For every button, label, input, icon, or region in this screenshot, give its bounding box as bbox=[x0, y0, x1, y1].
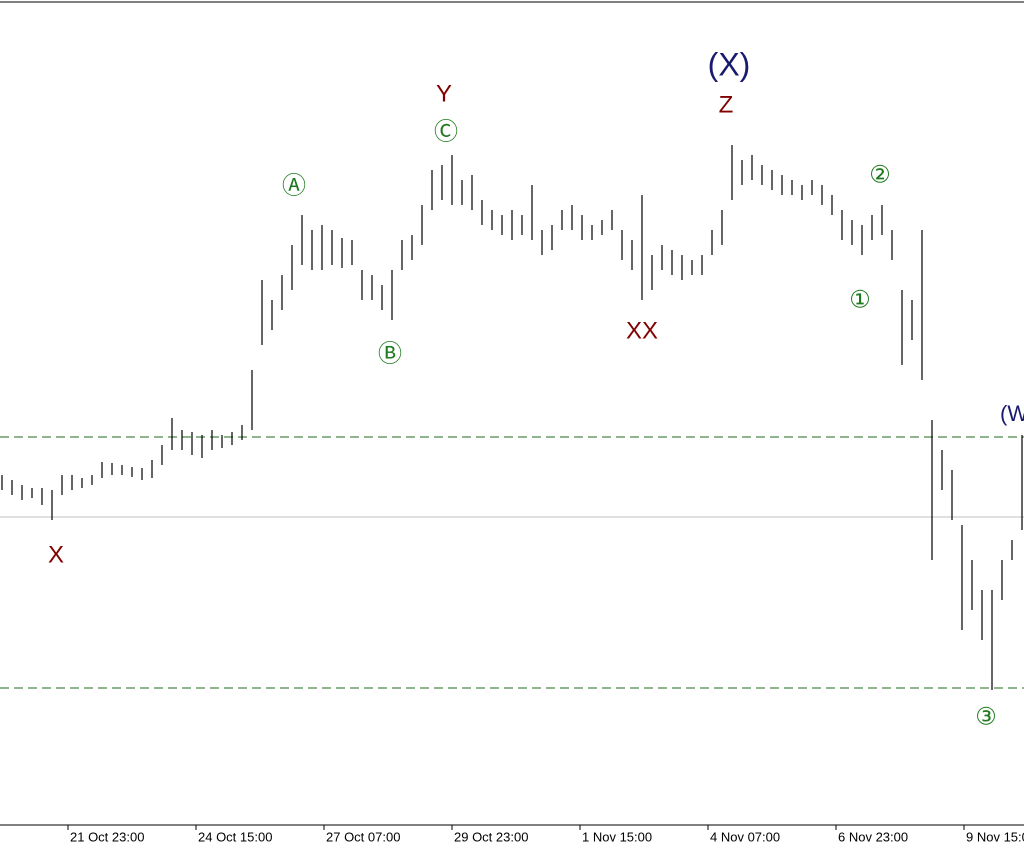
wave-label: (W bbox=[1000, 401, 1024, 426]
wave-label: Ⓑ bbox=[378, 340, 402, 367]
x-tick-label: 27 Oct 07:00 bbox=[326, 829, 400, 844]
wave-label: (X) bbox=[708, 46, 751, 82]
x-tick-label: 1 Nov 15:00 bbox=[582, 829, 652, 844]
wave-label: ① bbox=[849, 286, 871, 313]
x-tick-label: 29 Oct 23:00 bbox=[454, 829, 528, 844]
wave-label: Z bbox=[719, 91, 734, 118]
wave-label: Ⓐ bbox=[282, 172, 306, 199]
wave-label: Ⓒ bbox=[434, 118, 458, 145]
wave-label: ③ bbox=[975, 703, 997, 730]
wave-label: Y bbox=[436, 80, 452, 107]
wave-label: XX bbox=[626, 317, 658, 344]
x-tick-label: 21 Oct 23:00 bbox=[70, 829, 144, 844]
wave-label: ② bbox=[869, 161, 891, 188]
x-tick-label: 4 Nov 07:00 bbox=[710, 829, 780, 844]
x-tick-label: 9 Nov 15:00 bbox=[966, 829, 1024, 844]
x-tick-label: 24 Oct 15:00 bbox=[198, 829, 272, 844]
x-tick-label: 6 Nov 23:00 bbox=[838, 829, 908, 844]
wave-label: X bbox=[48, 541, 64, 568]
